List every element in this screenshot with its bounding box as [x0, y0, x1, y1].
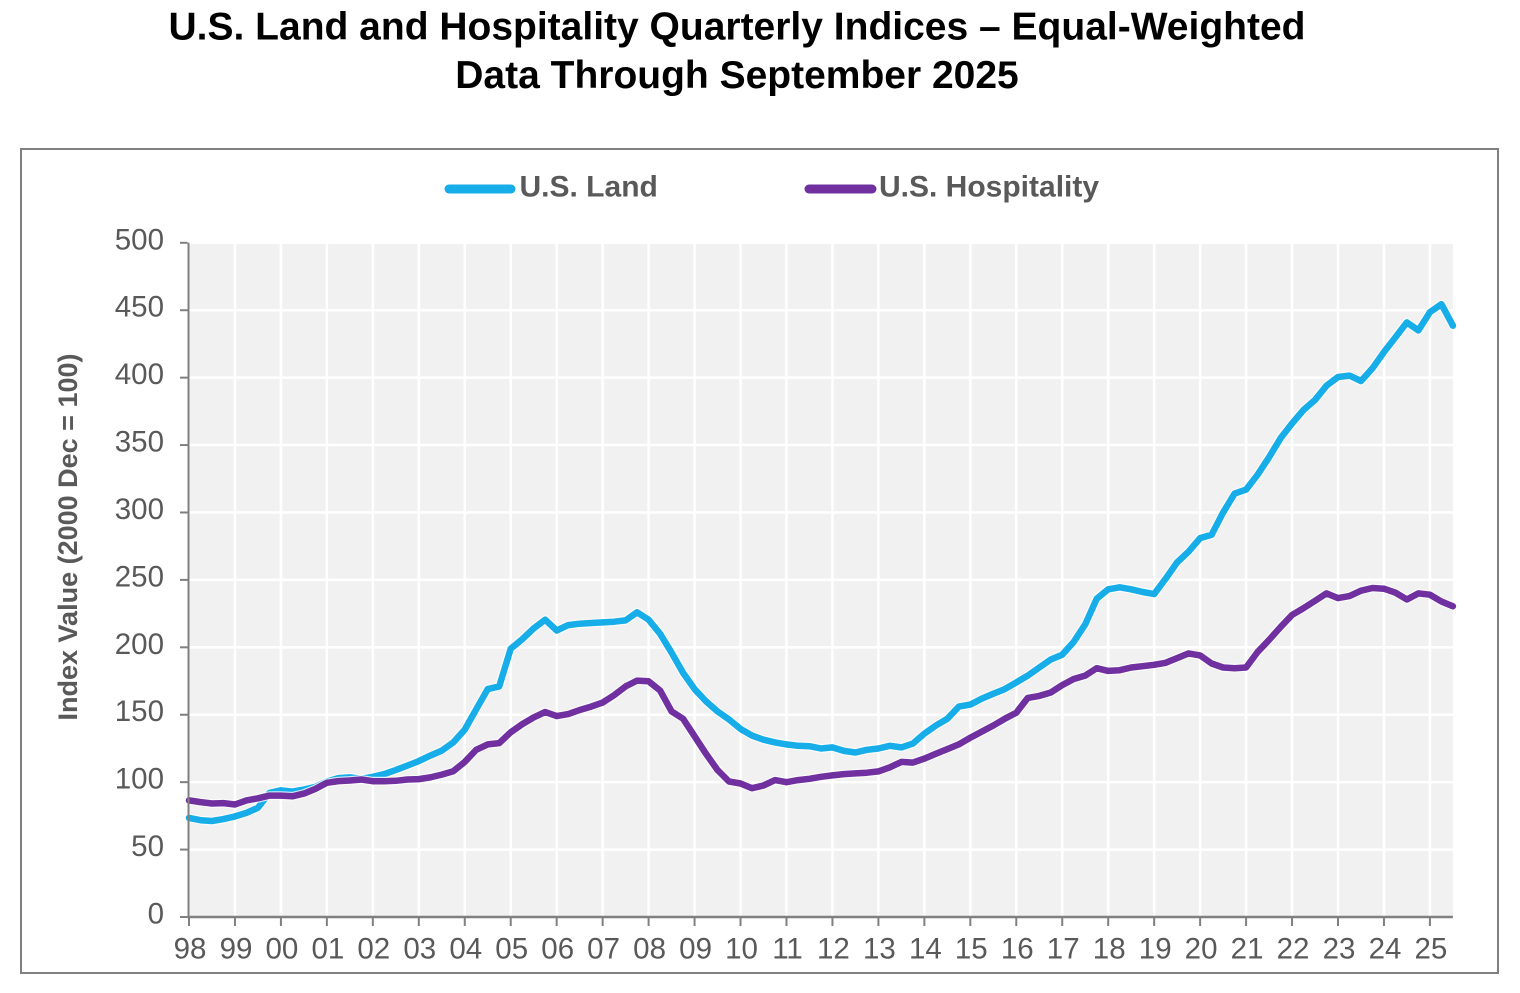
svg-text:350: 350: [115, 426, 164, 459]
svg-text:150: 150: [115, 695, 164, 728]
svg-text:06: 06: [541, 933, 574, 966]
svg-text:17: 17: [1047, 933, 1080, 966]
svg-text:16: 16: [1001, 933, 1034, 966]
svg-text:0: 0: [148, 898, 164, 931]
svg-text:23: 23: [1323, 933, 1356, 966]
svg-text:09: 09: [679, 933, 712, 966]
svg-text:Data Through September 2025: Data Through September 2025: [455, 54, 1018, 97]
svg-text:100: 100: [115, 763, 164, 796]
svg-text:U.S. Land and Hospitality Quar: U.S. Land and Hospitality Quarterly Indi…: [169, 6, 1306, 49]
svg-text:15: 15: [955, 933, 988, 966]
svg-text:99: 99: [220, 933, 253, 966]
svg-text:21: 21: [1231, 933, 1264, 966]
svg-text:50: 50: [131, 830, 164, 863]
svg-text:03: 03: [403, 933, 436, 966]
svg-text:U.S. Land: U.S. Land: [520, 171, 658, 204]
svg-text:400: 400: [115, 358, 164, 391]
svg-text:14: 14: [909, 933, 942, 966]
svg-text:98: 98: [174, 933, 207, 966]
svg-text:22: 22: [1277, 933, 1310, 966]
svg-text:02: 02: [357, 933, 390, 966]
svg-text:19: 19: [1139, 933, 1172, 966]
svg-text:24: 24: [1369, 933, 1402, 966]
svg-text:12: 12: [817, 933, 850, 966]
svg-text:08: 08: [633, 933, 666, 966]
svg-text:200: 200: [115, 628, 164, 661]
svg-text:25: 25: [1414, 933, 1447, 966]
svg-text:05: 05: [495, 933, 528, 966]
svg-text:00: 00: [265, 933, 298, 966]
svg-text:04: 04: [449, 933, 482, 966]
svg-text:U.S. Hospitality: U.S. Hospitality: [879, 171, 1099, 204]
svg-text:11: 11: [772, 933, 803, 966]
svg-text:20: 20: [1185, 933, 1218, 966]
svg-text:18: 18: [1093, 933, 1126, 966]
svg-text:300: 300: [115, 493, 164, 526]
svg-text:01: 01: [311, 933, 344, 966]
svg-text:Index Value (2000 Dec = 100): Index Value (2000 Dec = 100): [53, 354, 83, 721]
svg-text:10: 10: [725, 933, 758, 966]
svg-text:13: 13: [863, 933, 896, 966]
svg-text:500: 500: [115, 223, 164, 256]
svg-text:250: 250: [115, 560, 164, 593]
svg-text:07: 07: [587, 933, 620, 966]
svg-text:450: 450: [115, 291, 164, 324]
